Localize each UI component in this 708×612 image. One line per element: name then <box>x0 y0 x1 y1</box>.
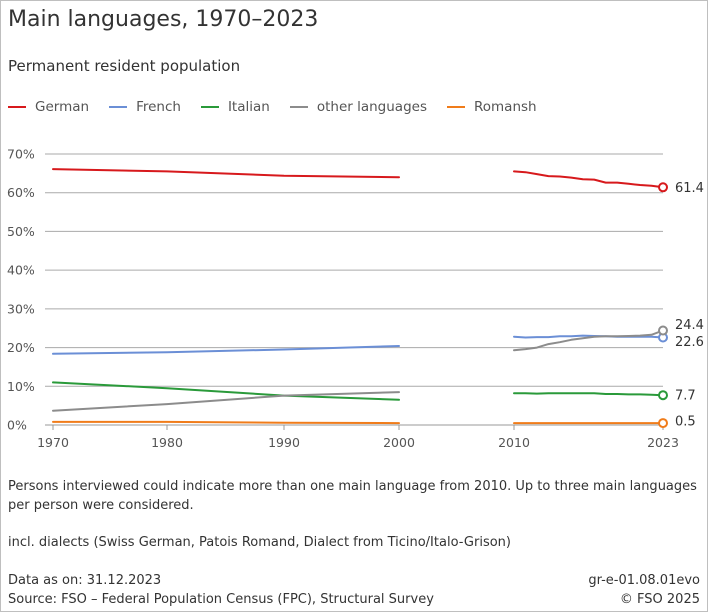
end-value-label-italian: 7.7 <box>675 389 696 404</box>
series-line-other-languages <box>52 391 400 412</box>
end-value-label-romansh: 0.5 <box>675 415 696 430</box>
series-line-french <box>52 345 400 355</box>
series-line-german <box>513 170 664 189</box>
series-line-other-languages <box>513 329 664 352</box>
x-tick-label: 1980 <box>151 435 183 450</box>
legend-item-italian[interactable]: Italian <box>200 99 270 115</box>
legend-item-romansh[interactable]: Romansh <box>447 99 537 115</box>
series-line-romansh <box>52 420 400 425</box>
legend-label: German <box>35 99 90 115</box>
y-tick-label: 70% <box>7 147 35 162</box>
footer-right: gr-e-01.08.01evo © FSO 2025 <box>588 571 700 609</box>
series-line-italian <box>52 381 400 401</box>
copyright: © FSO 2025 <box>619 592 700 607</box>
footer-left: Data as on: 31.12.2023 Source: FSO – Fed… <box>8 571 434 609</box>
x-tick-label: 2000 <box>383 435 415 450</box>
series-line-italian <box>513 392 664 397</box>
end-marker-german <box>658 182 668 193</box>
legend-item-french[interactable]: French <box>109 99 181 115</box>
y-tick-label: 10% <box>7 379 35 394</box>
chart-subtitle: Permanent resident population <box>8 57 241 75</box>
graphic-code: gr-e-01.08.01evo <box>588 573 700 588</box>
line-chart: 0% 10% 20% 30% 40% 50% 60% 70% 1970 1980 1990 2000 2… <box>7 147 704 451</box>
x-tick-label: 1990 <box>268 435 300 450</box>
x-tick-label: 2010 <box>498 435 530 450</box>
legend-swatch <box>8 105 26 109</box>
end-marker-other-languages <box>658 325 668 336</box>
legend-swatch <box>200 105 219 109</box>
y-tick-label: 50% <box>7 224 35 239</box>
legend-label: other languages <box>316 99 427 115</box>
page-title: Main languages, 1970–2023 <box>8 7 319 32</box>
end-value-label-other-languages: 24.4 <box>675 318 704 333</box>
end-value-label-german: 61.4 <box>675 181 704 196</box>
note-dialects: incl. dialects (Swiss German, Patois Rom… <box>8 535 511 550</box>
legend-swatch <box>289 105 308 109</box>
y-tick-label: 0% <box>7 418 27 433</box>
end-value-label-french: 22.6 <box>675 335 704 350</box>
legend-swatch <box>109 105 128 109</box>
end-marker-italian <box>658 390 668 401</box>
end-marker-romansh <box>658 418 668 429</box>
legend-item-other-languages[interactable]: other languages <box>289 99 427 115</box>
series-line-french <box>513 334 664 339</box>
y-tick-label: 30% <box>7 301 35 316</box>
legend-label: Italian <box>227 99 270 115</box>
legend-label: French <box>136 99 181 115</box>
data-date: Data as on: 31.12.2023 <box>8 573 162 588</box>
legend-label: Romansh <box>474 99 537 115</box>
x-tick-label: 2023 <box>647 435 679 450</box>
y-tick-label: 40% <box>7 263 35 278</box>
x-tick-label: 1970 <box>37 435 69 450</box>
chart-legend: German French Italian other languages Romans… <box>8 97 557 117</box>
note-multiple-languages: Persons interviewed could indicate more … <box>8 479 697 513</box>
series-line-german <box>52 168 400 179</box>
y-tick-label: 60% <box>7 185 35 200</box>
legend-item-german[interactable]: German <box>8 99 89 115</box>
y-tick-label: 20% <box>7 340 35 355</box>
source-text: Source: FSO – Federal Population Census … <box>8 592 434 607</box>
legend-swatch <box>447 105 465 109</box>
